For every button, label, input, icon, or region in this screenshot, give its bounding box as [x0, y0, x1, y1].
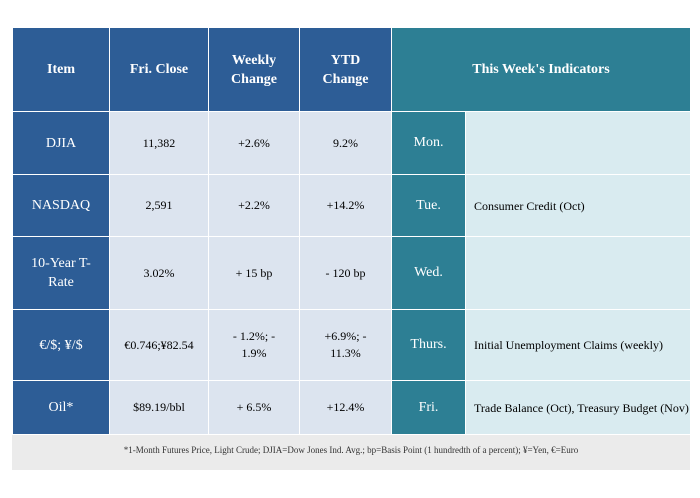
row-day: Tue. — [391, 174, 466, 237]
row-item: 10-Year T-Rate — [12, 236, 110, 310]
row-weekly: - 1.2%; - 1.9% — [208, 309, 300, 381]
row-ytd: +6.9%; - 11.3% — [299, 309, 392, 381]
header-fri-close: Fri. Close — [109, 27, 209, 112]
row-item: NASDAQ — [12, 174, 110, 237]
row-close: 3.02% — [109, 236, 209, 310]
row-close: €0.746;¥82.54 — [109, 309, 209, 381]
row-day: Thurs. — [391, 309, 466, 381]
row-indicator: Initial Unemployment Claims (weekly) — [465, 309, 691, 381]
row-weekly: + 15 bp — [208, 236, 300, 310]
market-summary-panel: Item Fri. Close Weekly Change YTD Change… — [12, 27, 691, 470]
row-weekly: +2.6% — [208, 111, 300, 175]
row-ytd: +12.4% — [299, 380, 392, 435]
row-item: Oil* — [12, 380, 110, 435]
row-item: €/$; ¥/$ — [12, 309, 110, 381]
row-indicator — [465, 111, 691, 175]
header-row: Item Fri. Close Weekly Change YTD Change… — [12, 27, 691, 112]
header-ytd-change: YTD Change — [299, 27, 392, 112]
row-day: Fri. — [391, 380, 466, 435]
table-row: Oil* $89.19/bbl + 6.5% +12.4% Fri. Trade… — [12, 380, 691, 435]
row-item: DJIA — [12, 111, 110, 175]
row-close: 2,591 — [109, 174, 209, 237]
row-indicator: Consumer Credit (Oct) — [465, 174, 691, 237]
row-indicator: Trade Balance (Oct), Treasury Budget (No… — [465, 380, 691, 435]
table-row: 10-Year T-Rate 3.02% + 15 bp - 120 bp We… — [12, 236, 691, 310]
row-weekly: + 6.5% — [208, 380, 300, 435]
row-weekly: +2.2% — [208, 174, 300, 237]
row-indicator — [465, 236, 691, 310]
header-indicators: This Week's Indicators — [391, 27, 691, 112]
table-row: DJIA 11,382 +2.6% 9.2% Mon. — [12, 111, 691, 175]
row-ytd: - 120 bp — [299, 236, 392, 310]
row-day: Wed. — [391, 236, 466, 310]
row-ytd: 9.2% — [299, 111, 392, 175]
row-close: $89.19/bbl — [109, 380, 209, 435]
header-item: Item — [12, 27, 110, 112]
table-row: €/$; ¥/$ €0.746;¥82.54 - 1.2%; - 1.9% +6… — [12, 309, 691, 381]
row-day: Mon. — [391, 111, 466, 175]
row-ytd: +14.2% — [299, 174, 392, 237]
header-weekly-change: Weekly Change — [208, 27, 300, 112]
table-row: NASDAQ 2,591 +2.2% +14.2% Tue. Consumer … — [12, 174, 691, 237]
market-table: Item Fri. Close Weekly Change YTD Change… — [12, 27, 691, 435]
row-close: 11,382 — [109, 111, 209, 175]
footnote: *1-Month Futures Price, Light Crude; DJI… — [123, 445, 579, 455]
